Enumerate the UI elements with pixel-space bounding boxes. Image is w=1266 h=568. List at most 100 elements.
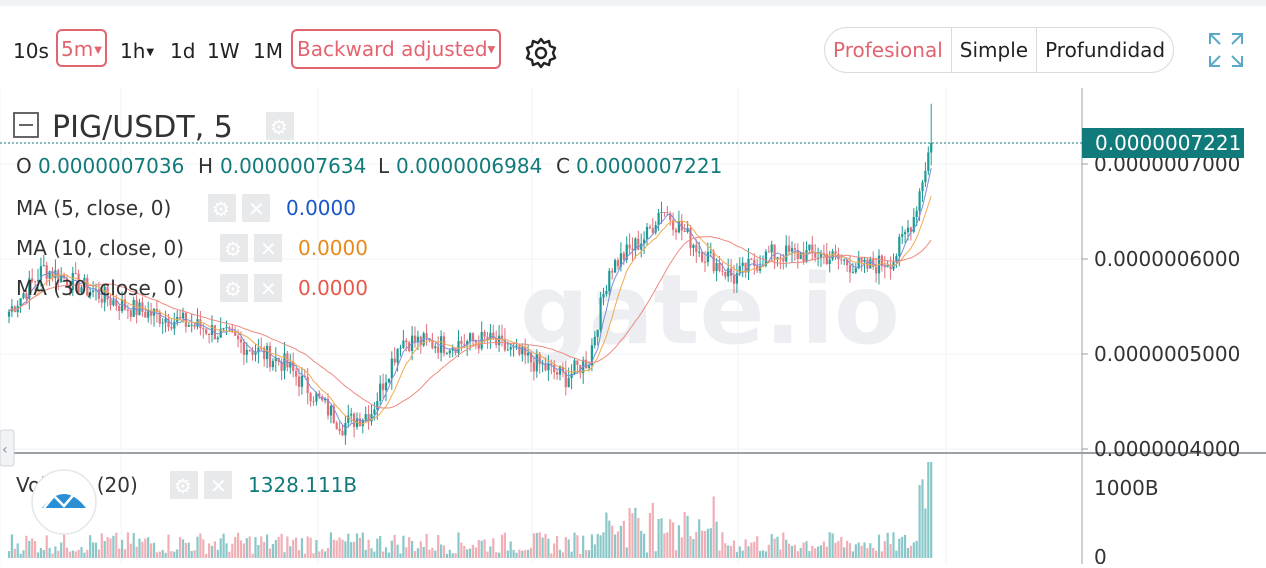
volume-bar (590, 534, 593, 558)
ma5-close-icon[interactable] (242, 194, 270, 222)
volume-axis-tick-0: 0 (1094, 545, 1107, 564)
ma5-settings-icon[interactable] (208, 194, 236, 222)
volume-bar (718, 550, 721, 558)
volume-bar (790, 545, 794, 558)
volume-bar (266, 534, 269, 558)
ma30-close-icon[interactable] (254, 274, 282, 302)
volume-bar (405, 547, 408, 558)
volume-bar (332, 539, 335, 558)
volume-bar (506, 550, 509, 558)
volume-bar (289, 546, 292, 558)
volume-bar (869, 543, 872, 558)
chart-area[interactable]: gate.io 0.0000007000 0.0000006000 0.000000… (0, 88, 1266, 568)
candle-body (31, 278, 34, 281)
interval-1d[interactable]: 1d (170, 39, 196, 63)
view-profesional[interactable]: Profesional (825, 28, 952, 72)
candle-body (886, 266, 889, 268)
interval-1w[interactable]: 1W (207, 39, 240, 63)
candle-body (698, 251, 701, 253)
volume-bar (239, 540, 243, 558)
volume-bar (831, 533, 834, 558)
volume-bar (173, 551, 176, 558)
volume-bar (541, 537, 544, 558)
volume-bar (370, 548, 373, 558)
volume-bar (411, 540, 414, 558)
volume-bar (440, 544, 443, 558)
volume-bar (753, 541, 756, 558)
volume-bar (147, 537, 150, 558)
collapse-left-handle[interactable]: ‹ (0, 429, 15, 467)
volume-bar (303, 553, 306, 558)
interval-1h[interactable]: 1h▼ (120, 39, 155, 63)
app-badge[interactable] (31, 469, 97, 535)
view-switcher: Profesional Simple Profundidad (824, 27, 1175, 73)
volume-bar (872, 547, 875, 558)
volume-bar (727, 545, 730, 558)
candle-body (71, 272, 74, 291)
volume-bar (529, 547, 533, 558)
candle-body (251, 350, 254, 355)
settings-icon[interactable] (266, 112, 294, 140)
fullscreen-icon[interactable] (1206, 30, 1246, 74)
ma10-line (8, 195, 932, 425)
volume-bar (442, 545, 446, 558)
candle-body (790, 248, 794, 252)
volume-bar (866, 548, 869, 558)
volume-bar (36, 552, 40, 558)
volume-bar (315, 539, 318, 558)
volume-bar (274, 539, 277, 558)
adjustment-select[interactable]: Backward adjusted▼ (291, 29, 502, 69)
svg-text:0.0000007221: 0.0000007221 (1095, 131, 1241, 155)
ma30-settings-icon[interactable] (220, 274, 248, 302)
candle-body (869, 258, 872, 269)
volume-bar (150, 543, 153, 558)
candle-body (796, 249, 799, 259)
candle-body (889, 266, 892, 270)
ma30-value: 0.0000 (298, 276, 368, 300)
candle-body (532, 362, 535, 372)
candle-body (503, 338, 506, 351)
svg-text:⚙: ⚙ (174, 474, 192, 498)
volume-bar (341, 539, 344, 558)
candle-body (692, 244, 695, 248)
candle-body (674, 229, 678, 233)
candle-body (498, 335, 501, 345)
candle-body (271, 361, 274, 368)
collapse-icon[interactable] (13, 112, 39, 138)
volume-bar (550, 553, 553, 558)
interval-1m[interactable]: 1M (253, 39, 283, 63)
candle-body (875, 266, 878, 274)
candle-body (846, 259, 849, 266)
candle-body (103, 286, 106, 303)
ma10-settings-icon[interactable] (220, 234, 248, 262)
ma10-close-icon[interactable] (254, 234, 282, 262)
interval-5m[interactable]: 5m▼ (56, 29, 107, 67)
candle-body (848, 265, 852, 273)
candle-body (190, 324, 193, 326)
volume-bar (228, 551, 231, 558)
volume-close-icon[interactable] (204, 471, 232, 499)
volume-bar (97, 549, 100, 558)
view-profundidad[interactable]: Profundidad (1045, 38, 1166, 62)
candle-body (326, 399, 330, 416)
volume-bar (469, 548, 472, 558)
volume-bar (599, 535, 602, 558)
volume-settings-icon[interactable] (170, 471, 198, 499)
volume-bar (553, 543, 556, 558)
candle-body (553, 364, 556, 373)
candle-body (266, 345, 269, 360)
candle-body (764, 251, 767, 266)
candle-body (112, 300, 115, 306)
volume-bar (909, 545, 912, 558)
interval-10s[interactable]: 10s (13, 39, 49, 63)
view-simple[interactable]: Simple (952, 28, 1038, 72)
candle-body (686, 227, 689, 232)
gear-icon[interactable] (524, 36, 558, 74)
volume-bar (71, 550, 74, 558)
candle-body (782, 257, 785, 262)
volume-bar (834, 542, 837, 558)
candle-body (222, 328, 225, 330)
candlestick-chart[interactable]: gate.io 0.00000070000.00000060000.000000… (0, 88, 1266, 568)
volume-bar (112, 535, 115, 558)
candle-body (831, 251, 834, 260)
